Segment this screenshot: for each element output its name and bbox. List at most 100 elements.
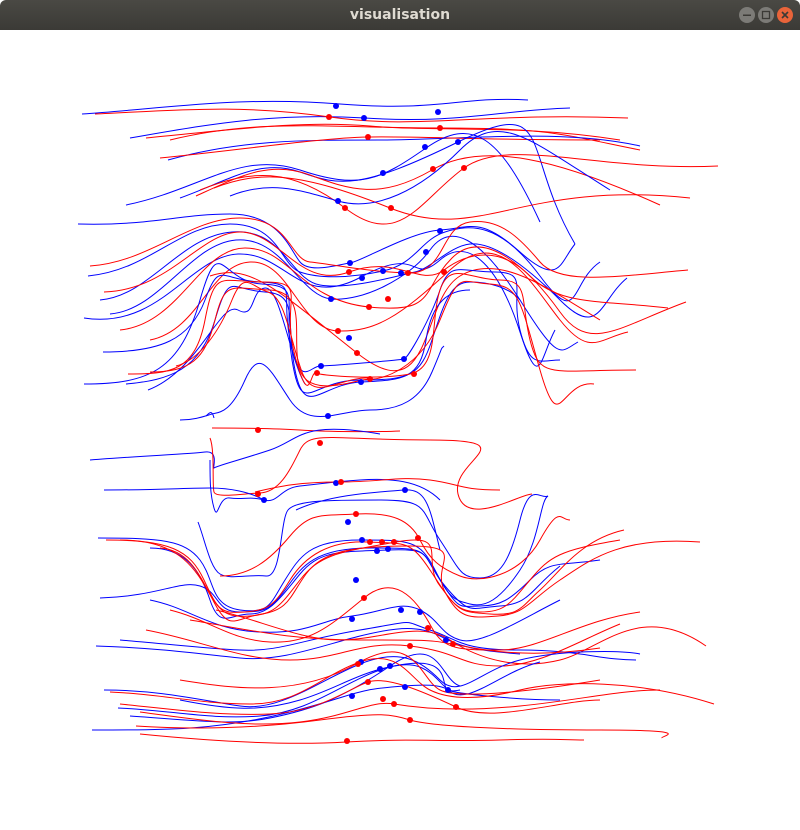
trajectory-marker-blue [423,249,429,255]
trajectory-marker-red [405,270,411,276]
title-bar[interactable]: visualisation [0,0,800,30]
close-button[interactable] [777,7,793,23]
trajectory-marker-blue [318,363,324,369]
trajectory-marker-blue [361,115,367,121]
trajectory-marker-red [391,539,397,545]
trajectory-marker-red [346,269,352,275]
trajectory-red [215,609,707,665]
trajectory-marker-blue [349,616,355,622]
trajectory-marker-red [461,165,467,171]
trajectory-marker-blue [380,268,386,274]
trajectory-red [145,123,621,141]
trajectory-blue [125,285,471,397]
trajectory-marker-red [411,371,417,377]
trajectory-marker-red [450,641,456,647]
trajectory-marker-red [255,491,261,497]
trajectory-blue [209,459,441,513]
trajectory-red [149,252,629,343]
trajectory-blue [129,107,571,139]
trajectory-blue [99,547,601,613]
trajectory-red [209,437,533,510]
trajectory-marker-red [354,350,360,356]
trajectory-marker-blue [402,684,408,690]
trajectory-marker-blue [455,139,461,145]
trajectory-marker-blue [435,109,441,115]
trajectory-blue [149,599,561,642]
trajectory-marker-blue [335,198,341,204]
trajectory-marker-red [361,595,367,601]
trajectory-marker-red [415,535,421,541]
close-icon [781,11,789,19]
minimize-icon [743,14,751,16]
trajectory-red [254,478,501,493]
visualisation-canvas[interactable] [0,30,800,830]
trajectory-blue [83,263,521,394]
trajectory-marker-red [326,114,332,120]
trajectory-blue [119,622,637,661]
maximize-icon [761,10,771,20]
trajectory-blue [77,213,576,271]
trajectory-marker-red [385,296,391,302]
trajectory-marker-red [317,440,323,446]
trajectory-marker-blue [401,356,407,362]
trajectory-blue [229,131,611,205]
trajectory-marker-red [425,625,431,631]
trajectory-marker-blue [333,480,339,486]
trajectory-marker-red [344,738,350,744]
trajectory-marker-red [367,539,373,545]
minimize-button[interactable] [739,7,755,23]
trajectory-red [109,658,715,705]
trajectory-marker-red [338,479,344,485]
trajectory-red [149,280,595,405]
trajectory-blue [91,684,461,731]
trajectory-marker-red [437,125,443,131]
trajectory-blue [109,235,579,351]
trajectory-red [209,267,601,371]
window-title: visualisation [349,7,451,23]
trajectory-blue [179,124,576,245]
trajectory-red [119,246,687,335]
trajectory-marker-blue [377,666,383,672]
trajectory-marker-blue [353,577,359,583]
trajectory-red [179,651,601,695]
trajectory-marker-blue [358,379,364,385]
trajectory-plot [77,98,719,744]
trajectory-marker-red [441,269,447,275]
trajectory-marker-blue [261,497,267,503]
trajectory-red [169,587,641,651]
trajectory-marker-blue [422,144,428,150]
trajectory-blue [103,487,265,501]
trajectory-red [139,689,661,725]
trajectory-blue [81,98,529,115]
trajectory-marker-red [366,304,372,310]
trajectory-marker-red [353,511,359,517]
trajectory-marker-blue [380,170,386,176]
trajectory-red [195,155,661,206]
trajectory-red [94,108,629,123]
trajectory-marker-red [365,134,371,140]
maximize-button[interactable] [758,7,774,23]
trajectory-red [175,281,371,388]
trajectory-red [127,273,637,386]
trajectory-blue [102,269,561,373]
trajectory-marker-blue [398,270,404,276]
trajectory-marker-red [407,643,413,649]
trajectory-marker-blue [349,693,355,699]
trajectory-marker-red [453,704,459,710]
trajectory-marker-blue [437,228,443,234]
trajectory-marker-blue [443,637,449,643]
trajectory-marker-red [367,376,373,382]
trajectory-blue [167,135,641,161]
trajectory-marker-blue [385,546,391,552]
trajectory-marker-blue [387,663,393,669]
trajectory-marker-blue [402,487,408,493]
trajectory-marker-blue [417,609,423,615]
trajectory-marker-red [388,205,394,211]
trajectory-marker-blue [328,296,334,302]
trajectory-blue [205,412,215,419]
trajectory-marker-blue [346,335,352,341]
trajectory-blue [125,132,541,223]
trajectory-marker-red [365,679,371,685]
trajectory-red [145,623,621,667]
